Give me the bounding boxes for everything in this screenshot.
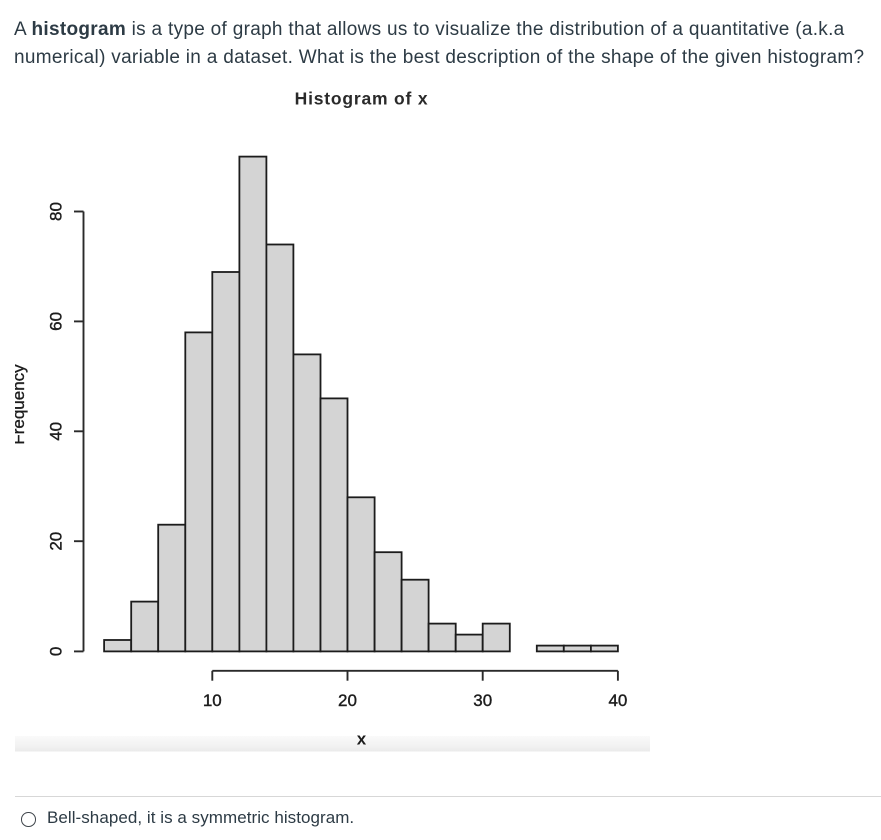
svg-text:20: 20: [338, 691, 357, 710]
svg-text:80: 80: [46, 202, 65, 221]
svg-text:60: 60: [46, 312, 65, 331]
svg-text:40: 40: [608, 691, 627, 710]
svg-text:20: 20: [46, 532, 65, 551]
svg-text:30: 30: [473, 691, 492, 710]
svg-text:10: 10: [203, 691, 222, 710]
svg-text:x: x: [357, 729, 367, 748]
svg-text:40: 40: [46, 422, 65, 441]
svg-text:Histogram of x: Histogram of x: [295, 89, 429, 109]
svg-text:0: 0: [46, 647, 65, 656]
